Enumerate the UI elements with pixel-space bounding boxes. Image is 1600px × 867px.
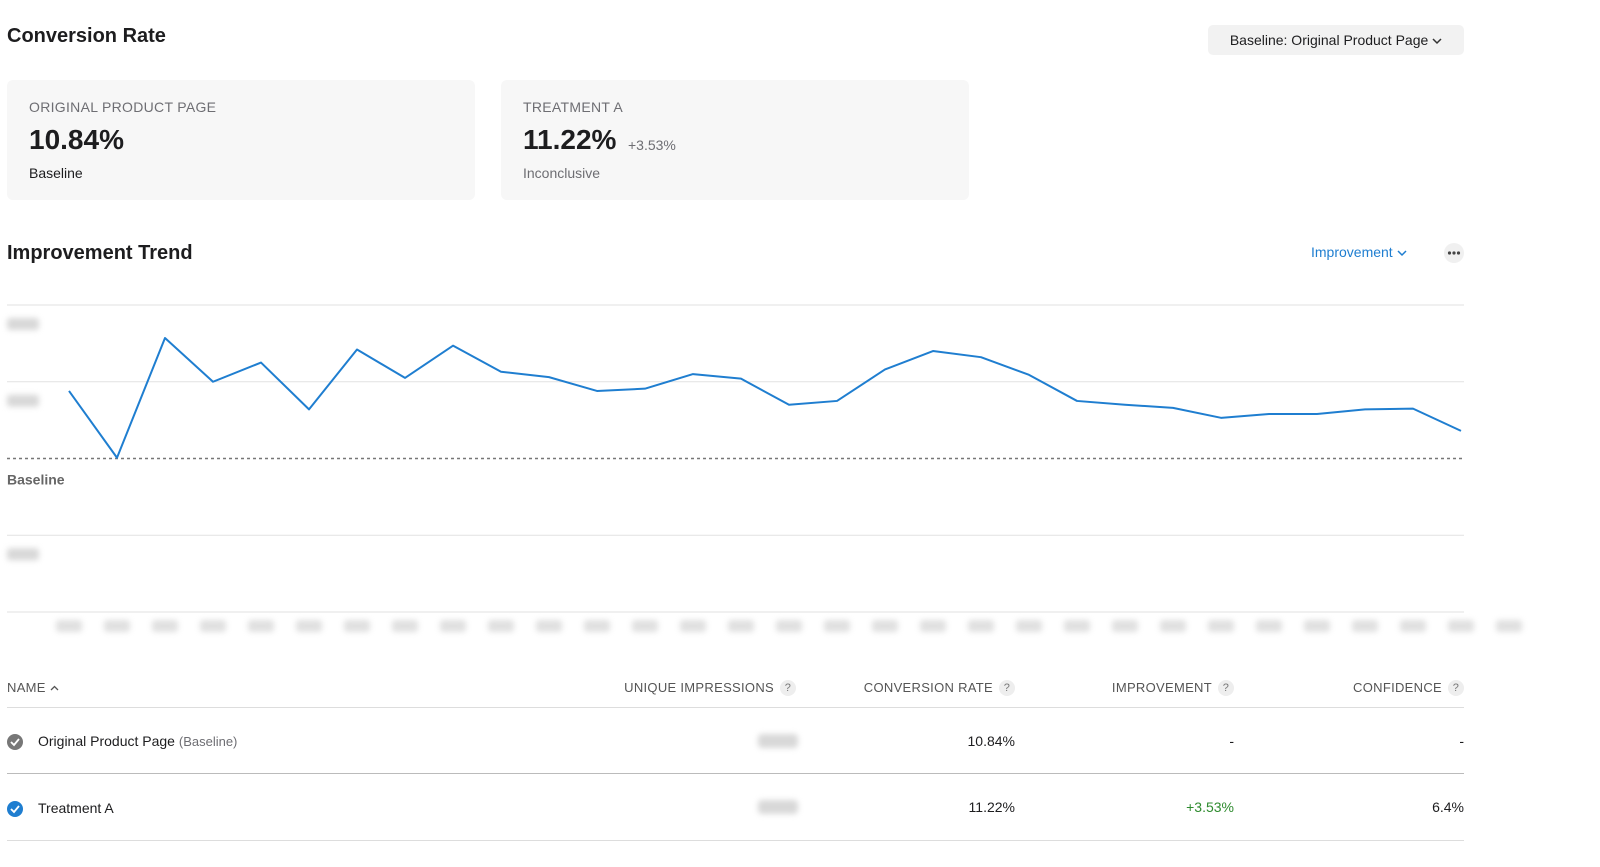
row-divider [7, 707, 1464, 708]
card-label: TREATMENT A [523, 99, 624, 115]
column-header: CONVERSION RATE? [864, 680, 1015, 696]
redacted-value [758, 800, 798, 814]
column-header: IMPROVEMENT? [1112, 680, 1234, 696]
redacted-x-label [1400, 620, 1426, 632]
conversion-rate: 11.22% [968, 799, 1015, 815]
redacted-x-label [392, 620, 418, 632]
baseline-dropdown-label: Baseline: Original Product Page [1229, 32, 1429, 48]
card-delta: +3.53% [628, 137, 676, 153]
status-icon [7, 734, 23, 750]
redacted-tick-label [7, 548, 39, 561]
redacted-x-label [56, 620, 82, 632]
row-name: Treatment A [38, 800, 114, 816]
baseline-dropdown[interactable]: Baseline: Original Product Page [1208, 25, 1464, 55]
confidence: 6.4% [1432, 799, 1464, 815]
redacted-x-label [1208, 620, 1234, 632]
redacted-tick-label [7, 394, 39, 407]
redacted-x-label [152, 620, 178, 632]
column-header: CONFIDENCE? [1353, 680, 1464, 696]
redacted-x-label [1256, 620, 1282, 632]
sort-icon [50, 685, 59, 691]
help-icon[interactable]: ? [1448, 680, 1464, 696]
metric-dropdown[interactable]: Improvement [1311, 244, 1407, 260]
improvement: - [1229, 733, 1234, 749]
variant-name: Original Product Page [38, 733, 175, 749]
redacted-x-label [296, 620, 322, 632]
row-divider [7, 773, 1464, 774]
help-icon[interactable]: ? [1218, 680, 1234, 696]
column-header[interactable]: NAME [7, 680, 59, 695]
improvement: +3.53% [1186, 799, 1234, 815]
redacted-x-label [776, 620, 802, 632]
row-divider [7, 840, 1464, 841]
redacted-x-label [584, 620, 610, 632]
redacted-x-label [1160, 620, 1186, 632]
redacted-tick-label [7, 318, 39, 330]
redacted-x-label [1304, 620, 1330, 632]
summary-card: TREATMENT A 11.22% +3.53% Inconclusive [501, 80, 969, 200]
metric-dropdown-label: Improvement [1311, 244, 1393, 260]
column-label: NAME [7, 680, 46, 695]
redacted-x-label [1496, 620, 1522, 632]
redacted-x-label [872, 620, 898, 632]
summary-card: ORIGINAL PRODUCT PAGE 10.84% Baseline [7, 80, 475, 200]
card-value: 11.22% [523, 124, 617, 155]
card-status: Baseline [29, 165, 83, 181]
redacted-x-label [536, 620, 562, 632]
redacted-x-label [1448, 620, 1474, 632]
redacted-x-label [1112, 620, 1138, 632]
redacted-x-label [680, 620, 706, 632]
more-button[interactable] [1443, 242, 1465, 264]
redacted-x-label [632, 620, 658, 632]
redacted-x-label [1016, 620, 1042, 632]
column-label: UNIQUE IMPRESSIONS [624, 680, 774, 695]
redacted-x-label [728, 620, 754, 632]
chevron [1432, 38, 1442, 45]
redacted-x-label [824, 620, 850, 632]
column-label: CONVERSION RATE [863, 680, 993, 695]
card-value: 10.84% [29, 124, 124, 155]
redacted-x-label [920, 620, 946, 632]
help-icon[interactable]: ? [999, 680, 1015, 696]
redacted-x-label [968, 620, 994, 632]
row-name: Original Product Page (Baseline) [38, 733, 237, 749]
status-icon [7, 801, 23, 817]
redacted-x-label [440, 620, 466, 632]
chevron [1397, 250, 1407, 257]
page-title: Conversion Rate [7, 25, 166, 47]
help-icon[interactable]: ? [780, 680, 796, 696]
redacted-x-label [200, 620, 226, 632]
redacted-x-label [1064, 620, 1090, 632]
column-header: UNIQUE IMPRESSIONS? [624, 680, 796, 696]
redacted-value [758, 734, 798, 748]
column-label: CONFIDENCE [1353, 680, 1442, 695]
baseline-label: Baseline [7, 472, 65, 488]
confidence: - [1459, 733, 1464, 749]
section-title: Improvement Trend [7, 242, 193, 264]
redacted-x-label [104, 620, 130, 632]
card-status: Inconclusive [523, 165, 601, 181]
redacted-x-label [344, 620, 370, 632]
column-label: IMPROVEMENT [1111, 680, 1212, 695]
card-label: ORIGINAL PRODUCT PAGE [29, 99, 217, 115]
trend-line [68, 337, 1462, 459]
variant-tag: (Baseline) [178, 734, 238, 749]
redacted-x-label [248, 620, 274, 632]
redacted-x-label [1352, 620, 1378, 632]
conversion-rate: 10.84% [967, 733, 1015, 749]
redacted-x-label [488, 620, 514, 632]
